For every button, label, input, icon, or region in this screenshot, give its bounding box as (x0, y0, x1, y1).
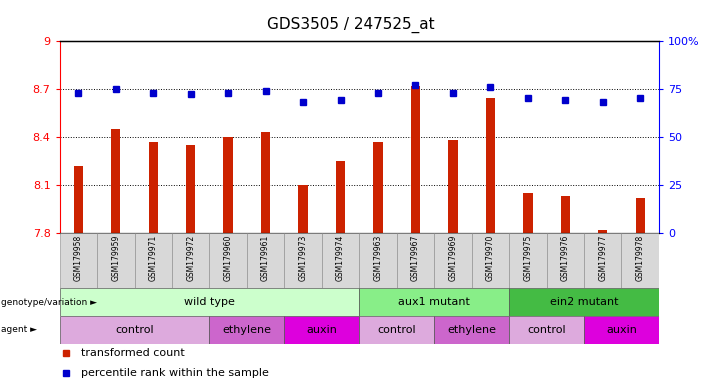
Text: GSM179970: GSM179970 (486, 235, 495, 281)
Bar (97, 233, 135, 288)
Bar (172, 233, 210, 288)
Bar (636, 197, 645, 233)
Text: percentile rank within the sample: percentile rank within the sample (81, 368, 268, 378)
Bar (509, 288, 659, 316)
Text: ein2 mutant: ein2 mutant (550, 297, 618, 307)
Bar (60, 288, 359, 316)
Bar (111, 129, 121, 233)
Text: GSM179972: GSM179972 (186, 235, 195, 281)
Text: GSM179959: GSM179959 (111, 235, 121, 281)
Bar (472, 233, 509, 288)
Bar (523, 193, 533, 233)
Text: aux1 mutant: aux1 mutant (398, 297, 470, 307)
Bar (448, 140, 458, 233)
Bar (547, 233, 584, 288)
Bar (359, 316, 434, 344)
Bar (60, 233, 97, 288)
Bar (285, 316, 359, 344)
Bar (584, 316, 659, 344)
Bar (74, 166, 83, 233)
Bar (60, 316, 210, 344)
Bar (411, 86, 420, 233)
Text: GSM179960: GSM179960 (224, 235, 233, 281)
Text: ethylene: ethylene (222, 325, 271, 335)
Text: wild type: wild type (184, 297, 235, 307)
Bar (359, 288, 509, 316)
Text: agent ►: agent ► (1, 325, 37, 334)
Bar (598, 230, 608, 233)
Bar (434, 316, 509, 344)
Bar (434, 233, 472, 288)
Text: GSM179958: GSM179958 (74, 235, 83, 281)
Text: GDS3505 / 247525_at: GDS3505 / 247525_at (266, 17, 435, 33)
Bar (397, 233, 434, 288)
Bar (561, 196, 570, 233)
Text: GSM179963: GSM179963 (374, 235, 383, 281)
Bar (299, 185, 308, 233)
Text: GSM179971: GSM179971 (149, 235, 158, 281)
Bar (322, 233, 359, 288)
Text: genotype/variation ►: genotype/variation ► (1, 298, 97, 307)
Bar (285, 233, 322, 288)
Bar (210, 233, 247, 288)
Text: GSM179973: GSM179973 (299, 235, 308, 281)
Text: GSM179967: GSM179967 (411, 235, 420, 281)
Bar (135, 233, 172, 288)
Text: transformed count: transformed count (81, 348, 184, 358)
Bar (374, 142, 383, 233)
Text: GSM179978: GSM179978 (636, 235, 645, 281)
Bar (336, 161, 345, 233)
Bar (509, 233, 547, 288)
Bar (486, 98, 495, 233)
Bar (186, 145, 196, 233)
Bar (224, 137, 233, 233)
Text: ethylene: ethylene (447, 325, 496, 335)
Bar (261, 132, 271, 233)
Text: GSM179974: GSM179974 (336, 235, 345, 281)
Text: GSM179977: GSM179977 (598, 235, 607, 281)
Bar (509, 316, 584, 344)
Bar (149, 142, 158, 233)
Text: control: control (377, 325, 416, 335)
Text: GSM179969: GSM179969 (449, 235, 458, 281)
Text: GSM179976: GSM179976 (561, 235, 570, 281)
Text: control: control (527, 325, 566, 335)
Bar (359, 233, 397, 288)
Text: control: control (115, 325, 154, 335)
Text: GSM179975: GSM179975 (524, 235, 532, 281)
Text: auxin: auxin (306, 325, 337, 335)
Text: GSM179961: GSM179961 (261, 235, 270, 281)
Bar (622, 233, 659, 288)
Text: auxin: auxin (606, 325, 637, 335)
Bar (210, 316, 285, 344)
Bar (247, 233, 285, 288)
Bar (584, 233, 622, 288)
